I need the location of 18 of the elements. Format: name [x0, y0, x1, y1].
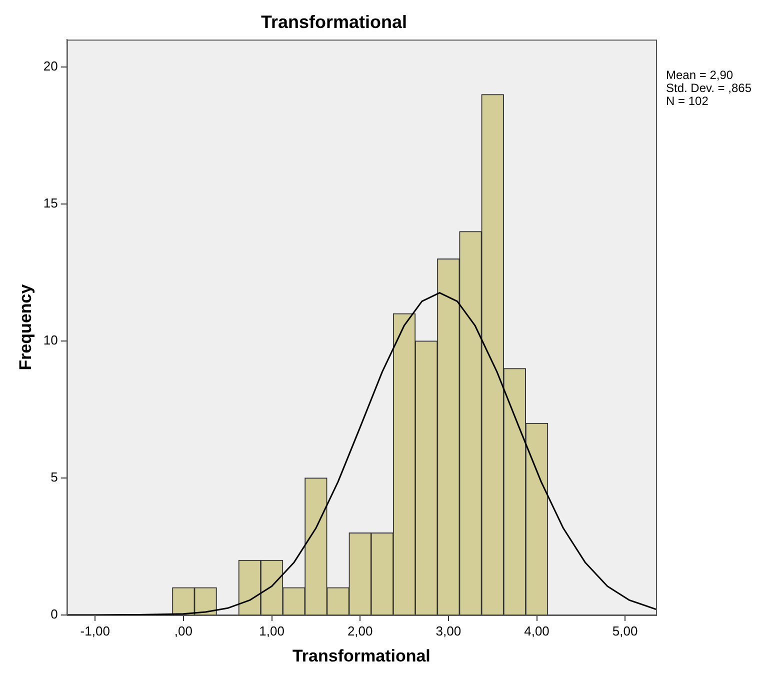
x-tick-label: 2,00 — [347, 623, 373, 638]
text: Std. Dev. = ,865 — [666, 80, 752, 95]
text: N = 102 — [666, 94, 709, 108]
y-tick-label: 10 — [43, 332, 58, 348]
x-tick-label: 3,00 — [436, 623, 462, 638]
y-tick-label: 0 — [50, 606, 58, 622]
y-axis-title: Frequency — [16, 284, 35, 370]
x-tick-label: ,00 — [174, 623, 192, 638]
x-tick-label: 4,00 — [524, 623, 550, 638]
x-tick-label: 1,00 — [259, 623, 284, 638]
y-tick-label: 15 — [43, 196, 58, 211]
x-tick-label: 5,00 — [612, 623, 638, 638]
chart-title: Transformational — [260, 12, 408, 32]
y-tick-label: 20 — [43, 58, 58, 74]
text: Mean = 2,90 — [666, 68, 734, 82]
x-tick-label: -1,00 — [80, 623, 110, 638]
y-tick-label: 5 — [50, 470, 58, 485]
x-axis-title: Transformational — [292, 646, 430, 666]
